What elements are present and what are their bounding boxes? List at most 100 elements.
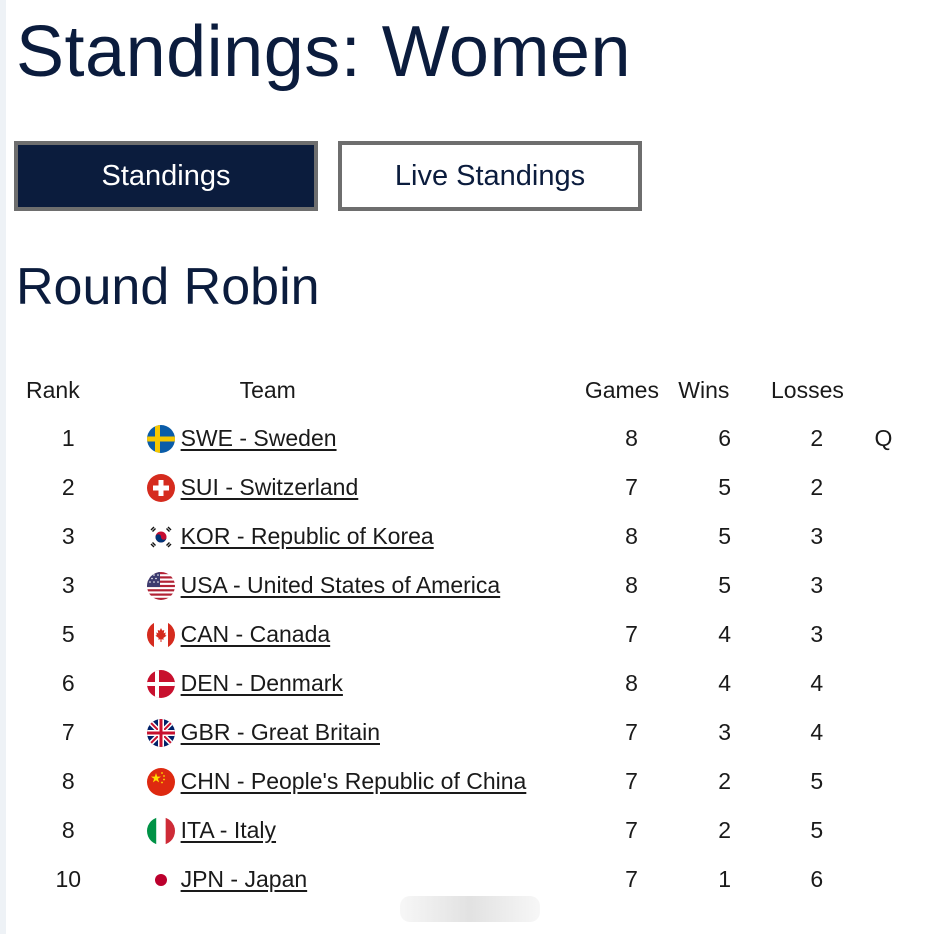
losses-cell: 6 [810, 866, 824, 892]
team-cell: SUI - Switzerland [127, 463, 585, 512]
wins-cell: 4 [718, 621, 732, 647]
header-wins: Wins [678, 376, 730, 403]
header-team-label: Team [239, 376, 296, 403]
games-cell: 7 [625, 719, 638, 745]
table-row: 1 SWE - Sweden 8 6 2 Q [10, 414, 943, 463]
losses-cell: 3 [810, 572, 824, 598]
great-britain-flag-icon [146, 718, 175, 747]
watermark [400, 896, 540, 922]
qualification-cell [862, 855, 943, 904]
table-row: 5 CAN - Canada 7 4 3 [10, 610, 943, 659]
switzerland-flag-icon [146, 473, 175, 502]
rank-cell: 8 [61, 817, 75, 843]
wins-cell: 2 [718, 817, 732, 843]
qualification-cell [862, 806, 943, 855]
page-title: Standings: Women [16, 12, 632, 92]
team-link[interactable]: SWE - Sweden [180, 425, 337, 451]
korea-flag-icon [146, 522, 175, 551]
team-cell: JPN - Japan [127, 855, 585, 904]
header-losses: Losses [771, 376, 844, 403]
losses-cell: 3 [810, 621, 824, 647]
team-cell: ITA - Italy [127, 806, 585, 855]
team-link[interactable]: KOR - Republic of Korea [180, 523, 434, 549]
rank-cell: 7 [61, 719, 75, 745]
games-cell: 7 [625, 768, 638, 794]
team-link[interactable]: GBR - Great Britain [180, 719, 380, 745]
losses-cell: 4 [810, 719, 824, 745]
section-title: Round Robin [16, 258, 320, 316]
losses-cell: 5 [810, 817, 824, 843]
rank-cell: 3 [61, 523, 75, 549]
left-edge-strip [0, 0, 6, 934]
qualification-cell [862, 757, 943, 806]
table-row: 8 ITA - Italy 7 2 5 [10, 806, 943, 855]
losses-cell: 2 [810, 474, 824, 500]
wins-cell: 1 [718, 866, 732, 892]
wins-cell: 2 [718, 768, 732, 794]
team-cell: GBR - Great Britain [127, 708, 585, 757]
tab-standings[interactable]: Standings [14, 141, 318, 211]
table-row: 8 CHN - People's Republic of China 7 2 5 [10, 757, 943, 806]
usa-flag-icon [146, 571, 175, 600]
header-team: Team [127, 366, 585, 414]
losses-cell: 3 [810, 523, 824, 549]
tab-live-standings[interactable]: Live Standings [338, 141, 642, 211]
qualification-cell [862, 561, 943, 610]
rank-cell: 6 [61, 670, 75, 696]
italy-flag-icon [146, 816, 175, 845]
team-cell: USA - United States of America [127, 561, 585, 610]
games-cell: 7 [625, 474, 638, 500]
qualification-cell [862, 659, 943, 708]
header-qualification [862, 366, 943, 414]
table-row: 3 KOR - Republic of Korea 8 5 3 [10, 512, 943, 561]
denmark-flag-icon [146, 669, 175, 698]
table-row: 6 DEN - Denmark 8 4 4 [10, 659, 943, 708]
team-link[interactable]: JPN - Japan [180, 866, 308, 892]
games-cell: 8 [625, 670, 638, 696]
tab-live-standings-label: Live Standings [394, 159, 586, 192]
japan-flag-icon [146, 865, 175, 894]
team-cell: KOR - Republic of Korea [127, 512, 585, 561]
qualification-cell [862, 708, 943, 757]
rank-cell: 5 [61, 621, 75, 647]
header-games: Games [584, 376, 659, 403]
rank-cell: 8 [61, 768, 75, 794]
rank-cell: 2 [61, 474, 75, 500]
team-link[interactable]: CAN - Canada [180, 621, 331, 647]
table-header-row: Rank Team Games Wins Losses [10, 366, 943, 414]
sweden-flag-icon [146, 424, 175, 453]
header-rank: Rank [26, 376, 80, 403]
canada-flag-icon [146, 620, 175, 649]
qualification-cell [862, 512, 943, 561]
table-row: 3 USA - United States of America 8 5 3 [10, 561, 943, 610]
table-row: 2 SUI - Switzerland 7 5 2 [10, 463, 943, 512]
qualification-cell [862, 463, 943, 512]
wins-cell: 5 [718, 572, 732, 598]
losses-cell: 5 [810, 768, 824, 794]
team-link[interactable]: SUI - Switzerland [180, 474, 359, 500]
wins-cell: 5 [718, 474, 732, 500]
wins-cell: 6 [718, 425, 732, 451]
wins-cell: 3 [718, 719, 732, 745]
qualification-cell: Q [874, 425, 893, 451]
team-cell: CHN - People's Republic of China [127, 757, 585, 806]
table-row: 10 JPN - Japan 7 1 6 [10, 855, 943, 904]
team-cell: SWE - Sweden [127, 414, 585, 463]
losses-cell: 4 [810, 670, 824, 696]
standings-table: Rank Team Games Wins Losses 1 SWE - Swed… [10, 366, 943, 904]
games-cell: 8 [625, 425, 638, 451]
china-flag-icon [146, 767, 175, 796]
tab-standings-label: Standings [101, 159, 231, 192]
table-row: 7 GBR - Great Britain 7 3 4 [10, 708, 943, 757]
wins-cell: 4 [718, 670, 732, 696]
team-link[interactable]: ITA - Italy [180, 817, 277, 843]
games-cell: 7 [625, 866, 638, 892]
team-cell: CAN - Canada [127, 610, 585, 659]
team-link[interactable]: CHN - People's Republic of China [180, 768, 527, 794]
team-link[interactable]: USA - United States of America [180, 572, 501, 598]
team-link[interactable]: DEN - Denmark [180, 670, 343, 696]
losses-cell: 2 [810, 425, 824, 451]
rank-cell: 3 [61, 572, 75, 598]
games-cell: 8 [625, 523, 638, 549]
rank-cell: 1 [61, 425, 75, 451]
